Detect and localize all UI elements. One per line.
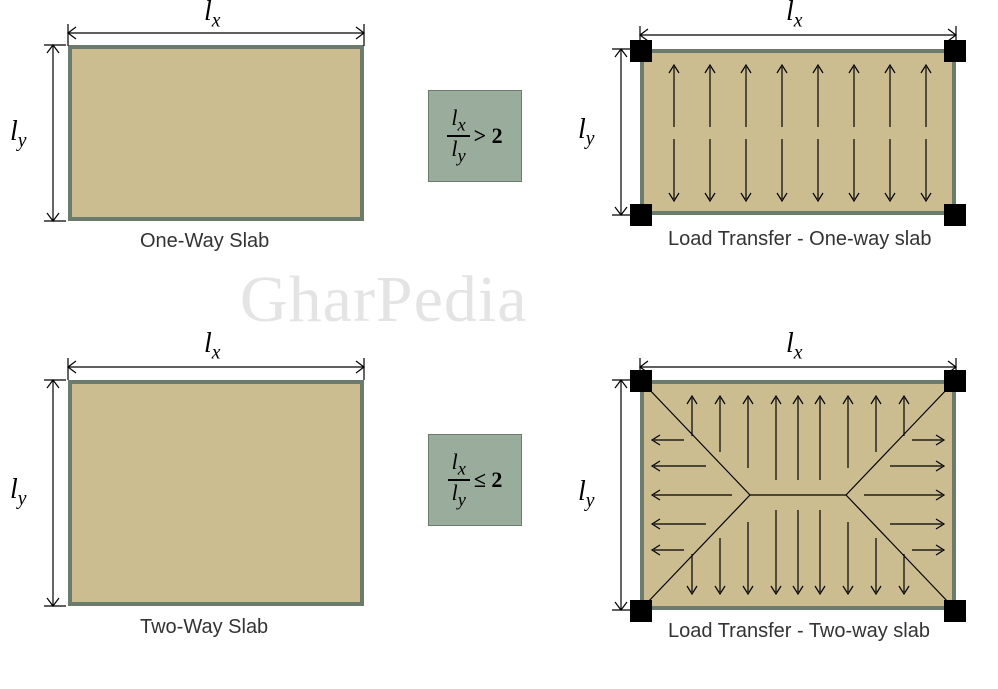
dim-ly-label-bl: ly: [10, 474, 26, 511]
dim-ly-label-br: ly: [578, 476, 594, 513]
two-way-slab-caption: Two-Way Slab: [140, 616, 268, 639]
dim-ly-bl: [44, 380, 62, 606]
ratio-fraction-top: lx ly: [447, 106, 469, 165]
column-tr-br: [944, 204, 966, 226]
ratio-fraction-bot: lx ly: [448, 450, 470, 509]
dim-ly-tl: [44, 45, 62, 221]
dim-lx-label-br: lx: [786, 328, 802, 365]
column-br-br: [944, 600, 966, 622]
dim-lx-label-tl: lx: [204, 0, 220, 33]
ratio-box-two-way: lx ly ≤ 2: [428, 434, 522, 526]
dim-lx-label-tr: lx: [786, 0, 802, 33]
ratio-op-bot: ≤ 2: [474, 467, 503, 493]
two-way-load-caption: Load Transfer - Two-way slab: [668, 620, 930, 643]
one-way-slab-rect: [68, 45, 364, 221]
dim-ly-br: [612, 380, 630, 610]
dim-ly-tr: [612, 49, 630, 215]
dim-ly-label-tl: ly: [10, 116, 26, 153]
ratio-box-one-way: lx ly > 2: [428, 90, 522, 182]
ratio-op-top: > 2: [474, 123, 503, 149]
dim-lx-label-bl: lx: [204, 328, 220, 365]
one-way-load-rect: [640, 49, 956, 215]
two-way-load-rect: [640, 380, 956, 610]
column-br-bl: [630, 600, 652, 622]
one-way-slab-caption: One-Way Slab: [140, 230, 269, 253]
watermark-text: GharPedia: [240, 262, 528, 338]
dim-ly-label-tr: ly: [578, 114, 594, 151]
one-way-load-caption: Load Transfer - One-way slab: [668, 228, 931, 251]
two-way-slab-rect: [68, 380, 364, 606]
